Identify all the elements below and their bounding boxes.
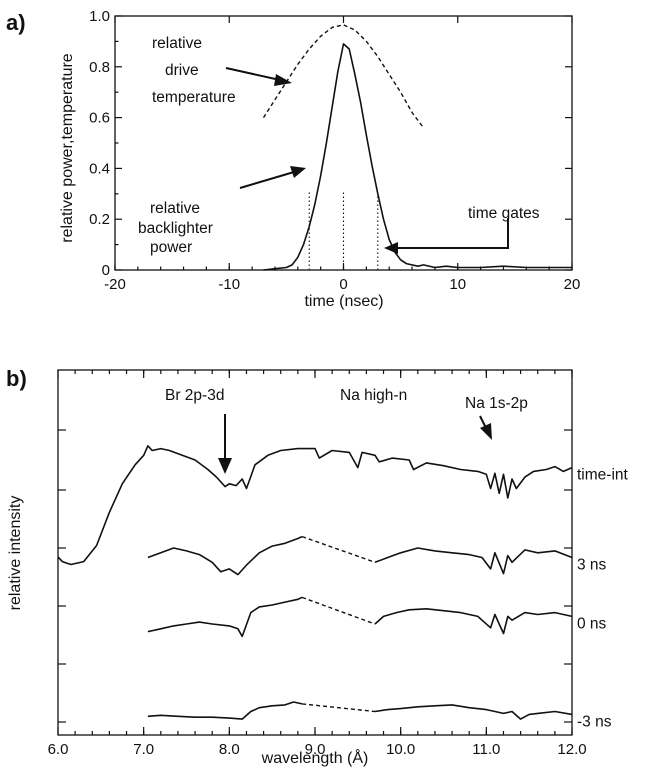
panel-a-letter: a) [6, 10, 26, 35]
arrow-drive [225, 67, 292, 86]
panel-a-xtick-label: 20 [564, 276, 581, 293]
arrow-na-1s2p [479, 415, 492, 440]
annot-drive-line3: temperature [152, 89, 236, 106]
panel-b-xtick-label: 8.0 [219, 741, 240, 758]
panel-b-ylabel: relative intensity [7, 496, 24, 611]
annot-back-line3: power [150, 239, 192, 256]
spectrum-gap-connector [301, 596, 376, 625]
panel-b-letter: b) [6, 366, 27, 391]
series-backlighter-power-line [263, 43, 572, 271]
panel-a-ytick-label: 1.0 [89, 8, 110, 25]
arrow-br [218, 414, 232, 474]
panel-b-xtick-label: 12.0 [557, 741, 586, 758]
trace-label: 0 ns [577, 615, 607, 632]
panel-b-xtick-label: 11.0 [472, 741, 500, 758]
annot-time-gates: time gates [468, 205, 540, 222]
spectrum-trace-segment [374, 704, 573, 720]
panel-a-xtick-label: 10 [449, 276, 466, 293]
annot-drive-line1: relative [152, 35, 202, 52]
series-drive-temperature-line [262, 24, 425, 129]
panel-a-ytick-label: 0.4 [89, 160, 110, 177]
panel-b-xlabel: wavelength (Å) [261, 748, 369, 767]
spectrum-trace-segment [374, 547, 573, 575]
panel-a-xlabel: time (nsec) [304, 293, 383, 310]
spectrum-gap-connector [302, 703, 376, 713]
annot-drive-line2: drive [165, 62, 199, 79]
panel-a-data [262, 24, 572, 271]
spectrum-gap-connector [301, 535, 376, 563]
spectrum-trace [147, 701, 303, 720]
panel-b-data: time-int 3 ns 0 ns -3 ns [57, 444, 629, 730]
arrow-backlighter [239, 166, 306, 189]
panel-a-xtick-label: 0 [339, 276, 347, 293]
annot-na-1s2p: Na 1s-2p [465, 395, 528, 412]
trace-label: 3 ns [577, 557, 607, 574]
arrow-time-gates [384, 218, 509, 254]
panel-b-axes: 6.0 7.0 8.0 9.0 10.0 11.0 12.0 [48, 369, 587, 758]
panel-a-xtick-label: -10 [218, 276, 240, 293]
panel-a-xtick-label: -20 [104, 276, 126, 293]
panel-a-ytick-label: 0 [102, 262, 110, 279]
panel-a-ytick-label: 0.2 [89, 211, 110, 228]
panel-b-xtick-label: 9.0 [305, 741, 326, 758]
spectrum-trace [147, 596, 303, 638]
panel-a-ylabel: relative power,temperature [59, 53, 76, 243]
annot-br: Br 2p-3d [165, 387, 224, 404]
spectrum-trace-segment [374, 607, 573, 635]
panel-b-xtick-label: 6.0 [48, 741, 69, 758]
panel-b-xtick-label: 10.0 [386, 741, 415, 758]
panel-a-ytick-label: 0.6 [89, 110, 110, 127]
annot-back-line2: backlighter [138, 220, 213, 237]
panel-b-xtick-label: 7.0 [133, 741, 154, 758]
annot-back-line1: relative [150, 200, 200, 217]
panel-a-ytick-label: 0.8 [89, 59, 110, 76]
annot-na-high: Na high-n [340, 387, 407, 404]
trace-label: time-int [577, 467, 629, 484]
spectrum-trace [57, 444, 573, 566]
spectrum-trace [147, 535, 303, 576]
trace-label: -3 ns [577, 713, 612, 730]
